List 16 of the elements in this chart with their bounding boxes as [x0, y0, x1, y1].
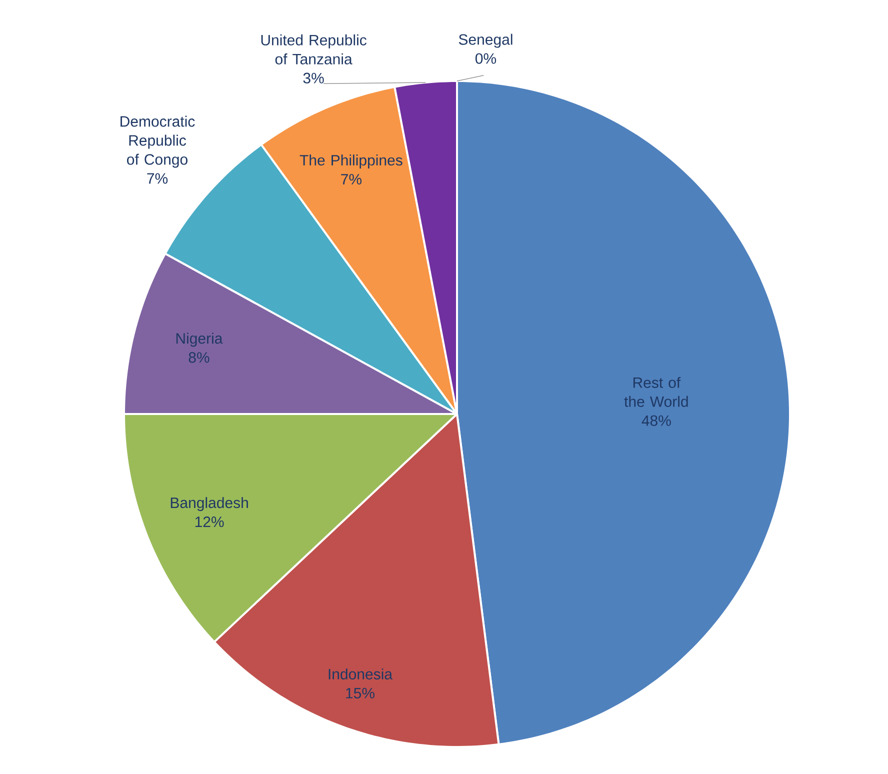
category-label: Senegal [458, 34, 512, 48]
data-label: 48% [642, 415, 671, 426]
data-label: 3% [303, 72, 324, 84]
data-label: 15% [346, 688, 374, 698]
slice-label: United Republic of Tanzania [261, 34, 366, 64]
data-label: 12% [195, 516, 224, 528]
slice-label: Rest of the World [624, 376, 688, 407]
slice-label: Bangladesh [170, 497, 248, 512]
slice-label: Nigeria [176, 332, 223, 347]
data-label: 7% [341, 174, 362, 184]
text: 0% [475, 53, 496, 64]
slice-label: The Philippines [300, 154, 402, 168]
data-label: 7% [147, 173, 168, 184]
data-label: 8% [188, 352, 210, 363]
slice-label: Indonesia [328, 668, 393, 680]
slice-label: Democratic Republic of Congo [120, 116, 195, 168]
